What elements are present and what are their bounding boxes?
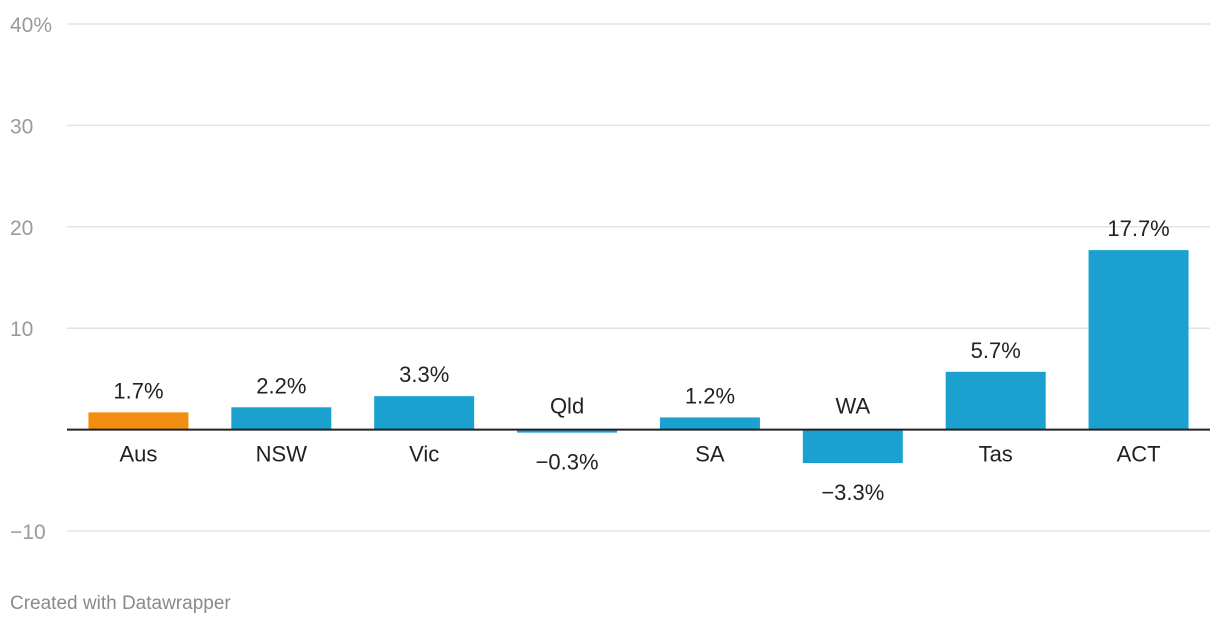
gridlines — [67, 23, 1210, 532]
y-axis-ticks: 40% 30 20 10 −10 — [10, 14, 52, 544]
bar-qld — [517, 429, 618, 433]
y-tick-label: 30 — [10, 115, 33, 138]
category-label: ACT — [1117, 442, 1161, 467]
bar-nsw — [231, 407, 332, 430]
value-label: 17.7% — [1107, 216, 1169, 241]
y-tick-label: −10 — [10, 521, 46, 544]
y-tick-label: 10 — [10, 318, 33, 341]
bar-sa — [659, 417, 760, 430]
value-label: −0.3% — [536, 450, 599, 475]
value-label: 1.7% — [113, 378, 163, 403]
y-tick-label: 20 — [10, 217, 33, 240]
category-label: Aus — [119, 442, 157, 467]
y-tick-label: 40% — [10, 14, 52, 37]
category-label: Qld — [550, 394, 584, 419]
bar-chart: 40% 30 20 10 −10 Aus 1.7% NSW 2.2% Vic 3.3% Qld −0.… — [10, 14, 1210, 544]
category-label: SA — [695, 442, 725, 467]
bar-labels: Aus 1.7% NSW 2.2% Vic 3.3% Qld −0.3% SA 1.2% WA −3.… — [113, 216, 1169, 505]
datawrapper-credit: Created with Datawrapper — [10, 593, 231, 614]
category-label: Vic — [409, 442, 439, 467]
bar-vic — [374, 396, 475, 430]
category-label: Tas — [979, 442, 1013, 467]
value-label: 2.2% — [256, 373, 306, 398]
value-label: 3.3% — [399, 362, 449, 387]
category-label: NSW — [256, 442, 308, 467]
bar-aus — [88, 412, 189, 430]
value-label: −3.3% — [821, 480, 884, 505]
category-label: WA — [836, 394, 871, 419]
bar-tas — [945, 371, 1046, 430]
bar-act — [1088, 250, 1189, 430]
value-label: 5.7% — [971, 338, 1021, 363]
bar-wa — [802, 429, 903, 464]
bars — [88, 250, 1189, 464]
value-label: 1.2% — [685, 383, 735, 408]
